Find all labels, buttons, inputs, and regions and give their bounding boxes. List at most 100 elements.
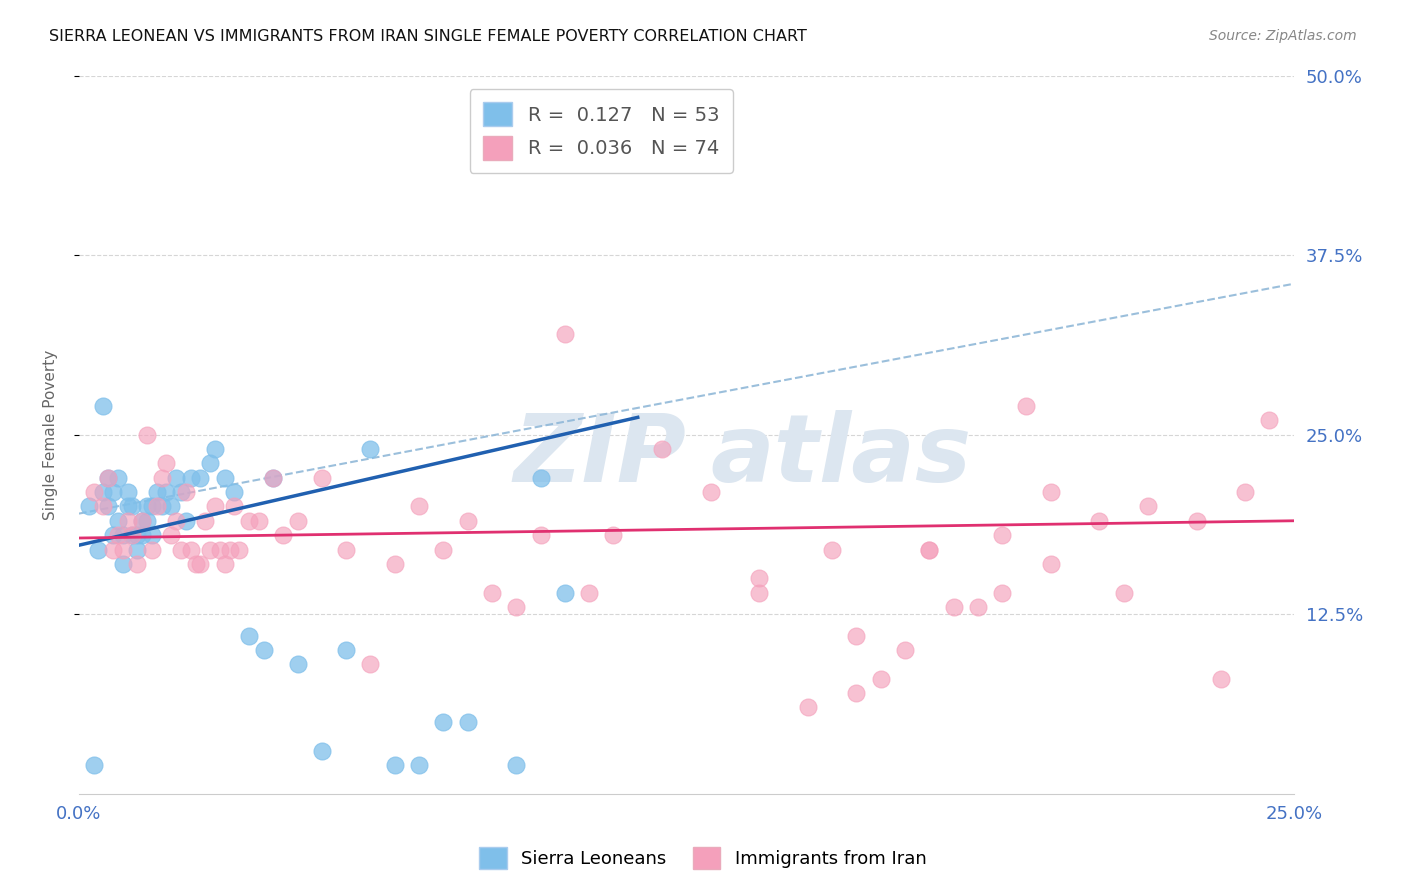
Point [150, 500, 173, 514]
Point [505, 599, 527, 614]
Point [127, 542, 149, 557]
Point [127, 557, 149, 571]
Point [1258, 413, 1281, 427]
Point [136, 427, 159, 442]
Point [97, 471, 120, 485]
Point [1039, 557, 1062, 571]
Point [360, 442, 382, 456]
Point [991, 528, 1014, 542]
Point [145, 485, 167, 500]
Point [170, 542, 193, 557]
Point [150, 471, 173, 485]
Point [190, 471, 212, 485]
Point [121, 528, 143, 542]
Point [991, 585, 1014, 599]
Point [87, 542, 110, 557]
Point [287, 657, 309, 672]
Point [198, 456, 221, 470]
Point [111, 557, 134, 571]
Legend: R =  0.127   N = 53, R =  0.036   N = 74: R = 0.127 N = 53, R = 0.036 N = 74 [470, 89, 733, 173]
Point [748, 571, 770, 585]
Point [821, 542, 844, 557]
Point [942, 599, 965, 614]
Point [101, 542, 124, 557]
Point [224, 500, 246, 514]
Point [408, 500, 430, 514]
Point [218, 542, 240, 557]
Point [1039, 485, 1062, 500]
Point [651, 442, 673, 456]
Point [271, 528, 294, 542]
Point [554, 327, 576, 342]
Point [101, 528, 124, 542]
Point [966, 599, 988, 614]
Point [190, 557, 212, 571]
Point [131, 528, 153, 542]
Point [136, 500, 159, 514]
Point [117, 500, 139, 514]
Point [845, 686, 868, 700]
Point [214, 557, 236, 571]
Point [1136, 500, 1159, 514]
Point [83, 758, 105, 772]
Point [602, 528, 624, 542]
Point [529, 528, 551, 542]
Point [208, 542, 231, 557]
Point [165, 514, 187, 528]
Point [111, 542, 134, 557]
Point [136, 514, 159, 528]
Y-axis label: Single Female Poverty: Single Female Poverty [44, 350, 58, 520]
Point [1088, 514, 1111, 528]
Point [111, 528, 134, 542]
Point [127, 528, 149, 542]
Point [174, 514, 197, 528]
Text: SIERRA LEONEAN VS IMMIGRANTS FROM IRAN SINGLE FEMALE POVERTY CORRELATION CHART: SIERRA LEONEAN VS IMMIGRANTS FROM IRAN S… [49, 29, 807, 44]
Point [1209, 672, 1232, 686]
Point [107, 514, 129, 528]
Point [194, 514, 217, 528]
Point [165, 471, 187, 485]
Point [155, 485, 177, 500]
Point [457, 714, 479, 729]
Point [699, 485, 721, 500]
Point [748, 585, 770, 599]
Point [408, 758, 430, 772]
Point [797, 700, 820, 714]
Point [145, 500, 167, 514]
Point [170, 485, 193, 500]
Point [83, 485, 105, 500]
Point [627, 112, 650, 126]
Point [384, 758, 406, 772]
Point [262, 471, 284, 485]
Point [214, 471, 236, 485]
Point [845, 629, 868, 643]
Point [131, 514, 153, 528]
Point [432, 542, 454, 557]
Point [97, 500, 120, 514]
Point [101, 485, 124, 500]
Point [174, 485, 197, 500]
Point [287, 514, 309, 528]
Point [180, 542, 202, 557]
Point [160, 500, 183, 514]
Point [894, 643, 917, 657]
Point [311, 743, 333, 757]
Point [432, 714, 454, 729]
Point [77, 500, 100, 514]
Point [180, 471, 202, 485]
Point [247, 514, 270, 528]
Point [360, 657, 382, 672]
Point [869, 672, 891, 686]
Point [505, 758, 527, 772]
Text: atlas: atlas [710, 410, 972, 502]
Point [117, 514, 139, 528]
Point [578, 585, 600, 599]
Point [918, 542, 941, 557]
Point [554, 585, 576, 599]
Legend: Sierra Leoneans, Immigrants from Iran: Sierra Leoneans, Immigrants from Iran [472, 839, 934, 876]
Text: Source: ZipAtlas.com: Source: ZipAtlas.com [1209, 29, 1357, 43]
Point [155, 456, 177, 470]
Point [1015, 399, 1038, 413]
Point [204, 442, 226, 456]
Text: ZIP: ZIP [513, 410, 686, 502]
